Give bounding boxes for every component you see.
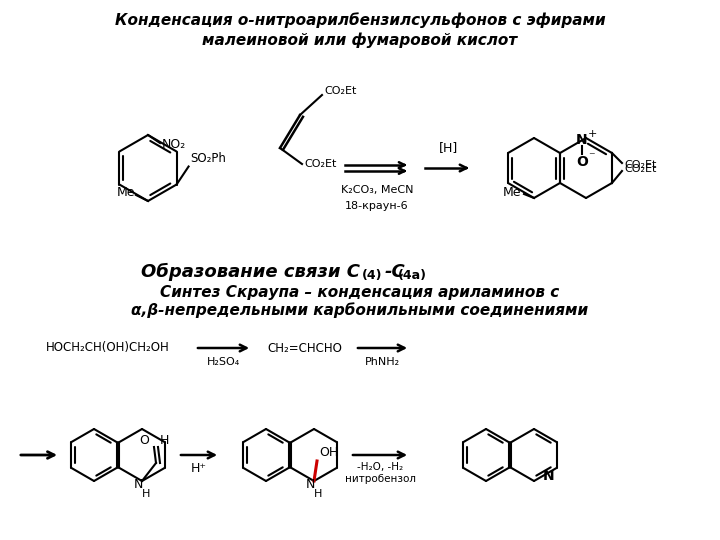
Text: [H]: [H] — [438, 141, 458, 154]
Text: CH₂=CHCHO: CH₂=CHCHO — [268, 341, 343, 354]
Text: H: H — [142, 489, 150, 499]
Text: +: + — [588, 129, 597, 139]
Text: CO₂Et: CO₂Et — [624, 164, 657, 174]
Text: N: N — [305, 478, 315, 491]
Text: α,β-непредельными карбонильными соединениями: α,β-непредельными карбонильными соединен… — [132, 302, 588, 318]
Text: NO₂: NO₂ — [162, 138, 186, 152]
Text: -H₂O, -H₂: -H₂O, -H₂ — [357, 462, 403, 472]
Text: малеиновой или фумаровой кислот: малеиновой или фумаровой кислот — [202, 32, 518, 48]
Text: PhNH₂: PhNH₂ — [364, 357, 400, 367]
Text: -С: -С — [385, 263, 406, 281]
Text: CO₂Et: CO₂Et — [324, 86, 356, 96]
Text: (4а): (4а) — [398, 269, 427, 282]
Text: N: N — [133, 478, 143, 491]
Text: H₂SO₄: H₂SO₄ — [207, 357, 240, 367]
Text: K₂CO₃, MeCN: K₂CO₃, MeCN — [341, 185, 413, 195]
Text: Синтез Скраупа – конденсация ариламинов с: Синтез Скраупа – конденсация ариламинов … — [161, 285, 559, 300]
Text: Me: Me — [117, 186, 135, 199]
Text: SO₂Ph: SO₂Ph — [191, 152, 227, 165]
Text: H: H — [159, 435, 168, 448]
Text: HOCH₂CH(OH)CH₂OH: HOCH₂CH(OH)CH₂OH — [46, 341, 170, 354]
Text: CO₂Et: CO₂Et — [624, 160, 657, 170]
Text: 18-краун-6: 18-краун-6 — [345, 201, 409, 211]
Text: Образование связи С: Образование связи С — [141, 263, 360, 281]
Text: ⁻: ⁻ — [588, 151, 594, 164]
Text: Me: Me — [503, 186, 521, 199]
Text: нитробензол: нитробензол — [344, 474, 415, 484]
Text: O: O — [139, 435, 149, 448]
Text: N: N — [543, 469, 555, 483]
Text: (4): (4) — [362, 269, 382, 282]
Text: CO₂Et: CO₂Et — [304, 159, 336, 169]
Text: H: H — [314, 489, 322, 499]
Text: N: N — [576, 133, 588, 147]
Text: Конденсация о-нитроарилбензилсульфонов с эфирами: Конденсация о-нитроарилбензилсульфонов с… — [114, 12, 606, 28]
Text: H⁺: H⁺ — [191, 462, 207, 476]
Text: OH: OH — [319, 447, 338, 460]
Text: O: O — [576, 155, 588, 169]
